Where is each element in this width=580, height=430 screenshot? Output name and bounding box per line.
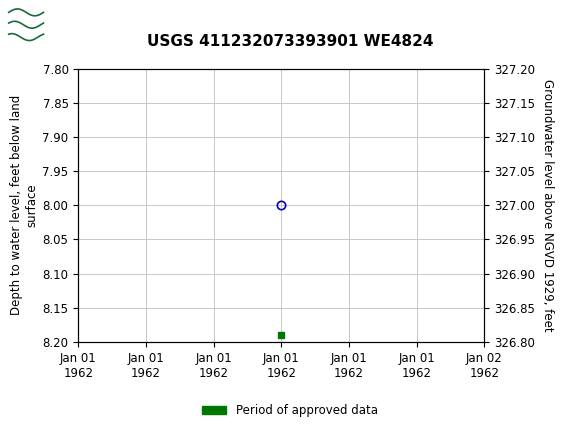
FancyBboxPatch shape <box>6 4 46 46</box>
Text: USGS: USGS <box>58 15 122 35</box>
Text: USGS 411232073393901 WE4824: USGS 411232073393901 WE4824 <box>147 34 433 49</box>
Legend: Period of approved data: Period of approved data <box>198 399 382 422</box>
Y-axis label: Depth to water level, feet below land
surface: Depth to water level, feet below land su… <box>10 95 38 316</box>
Y-axis label: Groundwater level above NGVD 1929, feet: Groundwater level above NGVD 1929, feet <box>541 79 553 332</box>
